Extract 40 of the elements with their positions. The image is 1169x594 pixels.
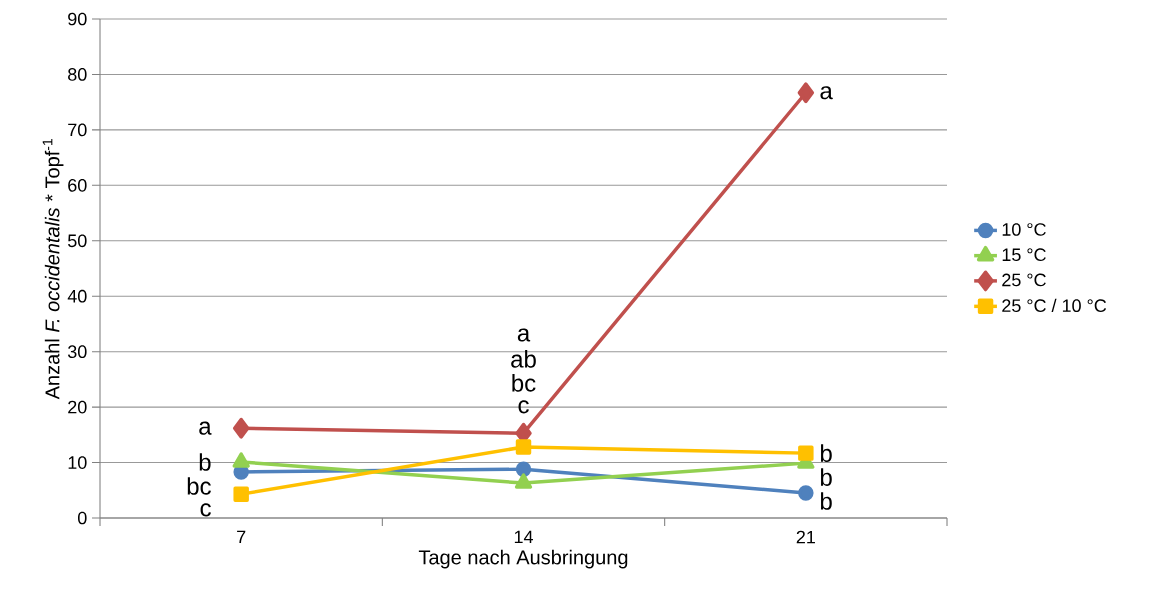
y-tick-label: 0 bbox=[78, 511, 87, 525]
x-tick-label: 21 bbox=[796, 530, 815, 544]
y-axis-title: Anzahl F. occidentalis* Topf$^{-1}$ bbox=[42, 138, 64, 400]
y-tick-label: 30 bbox=[67, 345, 87, 359]
point bbox=[514, 473, 533, 489]
annotation: b bbox=[820, 444, 832, 462]
x-axis-title: Tage nach Ausbringung bbox=[418, 549, 628, 569]
y-tick-label: 50 bbox=[67, 234, 87, 248]
point bbox=[798, 445, 814, 461]
annotation: c bbox=[518, 400, 529, 414]
y-tick-label: 70 bbox=[68, 123, 87, 137]
y-tick-label: 90 bbox=[68, 12, 87, 26]
point bbox=[798, 485, 814, 501]
annotation: bc bbox=[187, 477, 211, 495]
point bbox=[232, 452, 250, 468]
y-tick-label: 20 bbox=[68, 400, 87, 414]
point bbox=[515, 439, 532, 455]
y-tick-label: 80 bbox=[68, 68, 87, 81]
point bbox=[232, 417, 250, 439]
annotation: bc bbox=[512, 374, 536, 392]
annotation: b bbox=[820, 468, 832, 486]
annotation: ab bbox=[511, 350, 536, 368]
x-tick-label: 7 bbox=[237, 530, 246, 544]
annotation: b bbox=[820, 492, 832, 510]
annotation: c bbox=[200, 503, 211, 517]
annotation: a bbox=[820, 86, 833, 100]
y-tick-label: 40 bbox=[67, 289, 87, 303]
annotation: a bbox=[517, 328, 531, 342]
point bbox=[797, 82, 815, 104]
legend-label: 25 °C / 10 °C bbox=[1002, 298, 1107, 313]
legend-label: 25 °C bbox=[1002, 273, 1046, 287]
x-tick-label: 14 bbox=[514, 530, 533, 544]
y-tick-label: 60 bbox=[68, 178, 87, 192]
annotation: b bbox=[199, 453, 211, 471]
annotation: a bbox=[199, 421, 212, 435]
point bbox=[233, 486, 249, 502]
point bbox=[515, 461, 532, 477]
legend-label: 10 °C bbox=[1002, 223, 1046, 236]
y-tick-label: 10 bbox=[68, 456, 87, 469]
legend-label: 15 °C bbox=[1002, 248, 1046, 262]
